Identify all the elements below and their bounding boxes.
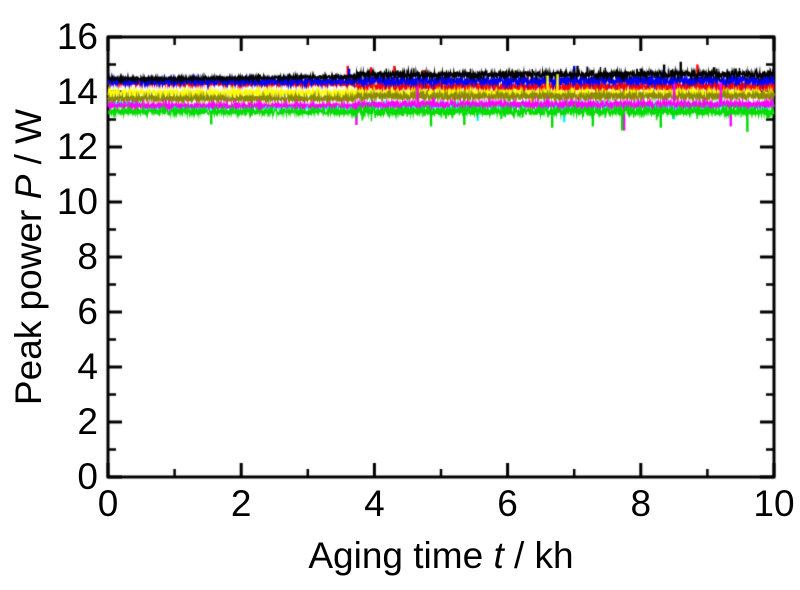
y-axis-title-text: Peak power: [8, 199, 49, 406]
y-axis-title-unit: / W: [8, 108, 49, 175]
y-tick-label-14: 14: [56, 71, 98, 112]
x-tick-label-6: 6: [497, 483, 518, 524]
y-axis-title-variable: P: [8, 174, 49, 200]
x-tick-label-8: 8: [630, 483, 652, 524]
x-tick-label-0: 0: [97, 483, 119, 524]
y-axis-title: Peak power P / W: [7, 27, 51, 487]
y-tick-label-6: 6: [77, 291, 98, 332]
x-tick-label-10: 10: [753, 483, 795, 524]
y-tick-label-12: 12: [56, 126, 98, 167]
y-tick-label-2: 2: [77, 401, 98, 442]
y-tick-label-4: 4: [77, 346, 98, 387]
x-axis-title-unit: / kh: [503, 535, 574, 576]
x-axis-title-variable: t: [493, 535, 504, 576]
x-axis-title: Aging time t / kh: [108, 534, 774, 578]
y-tick-label-10: 10: [56, 181, 98, 222]
x-tick-label-2: 2: [230, 483, 252, 524]
x-tick-label-4: 4: [364, 483, 385, 524]
y-tick-label-16: 16: [56, 16, 98, 57]
x-axis-title-text: Aging time: [308, 535, 494, 576]
y-tick-label-8: 8: [77, 236, 98, 277]
y-tick-label-0: 0: [77, 456, 98, 497]
